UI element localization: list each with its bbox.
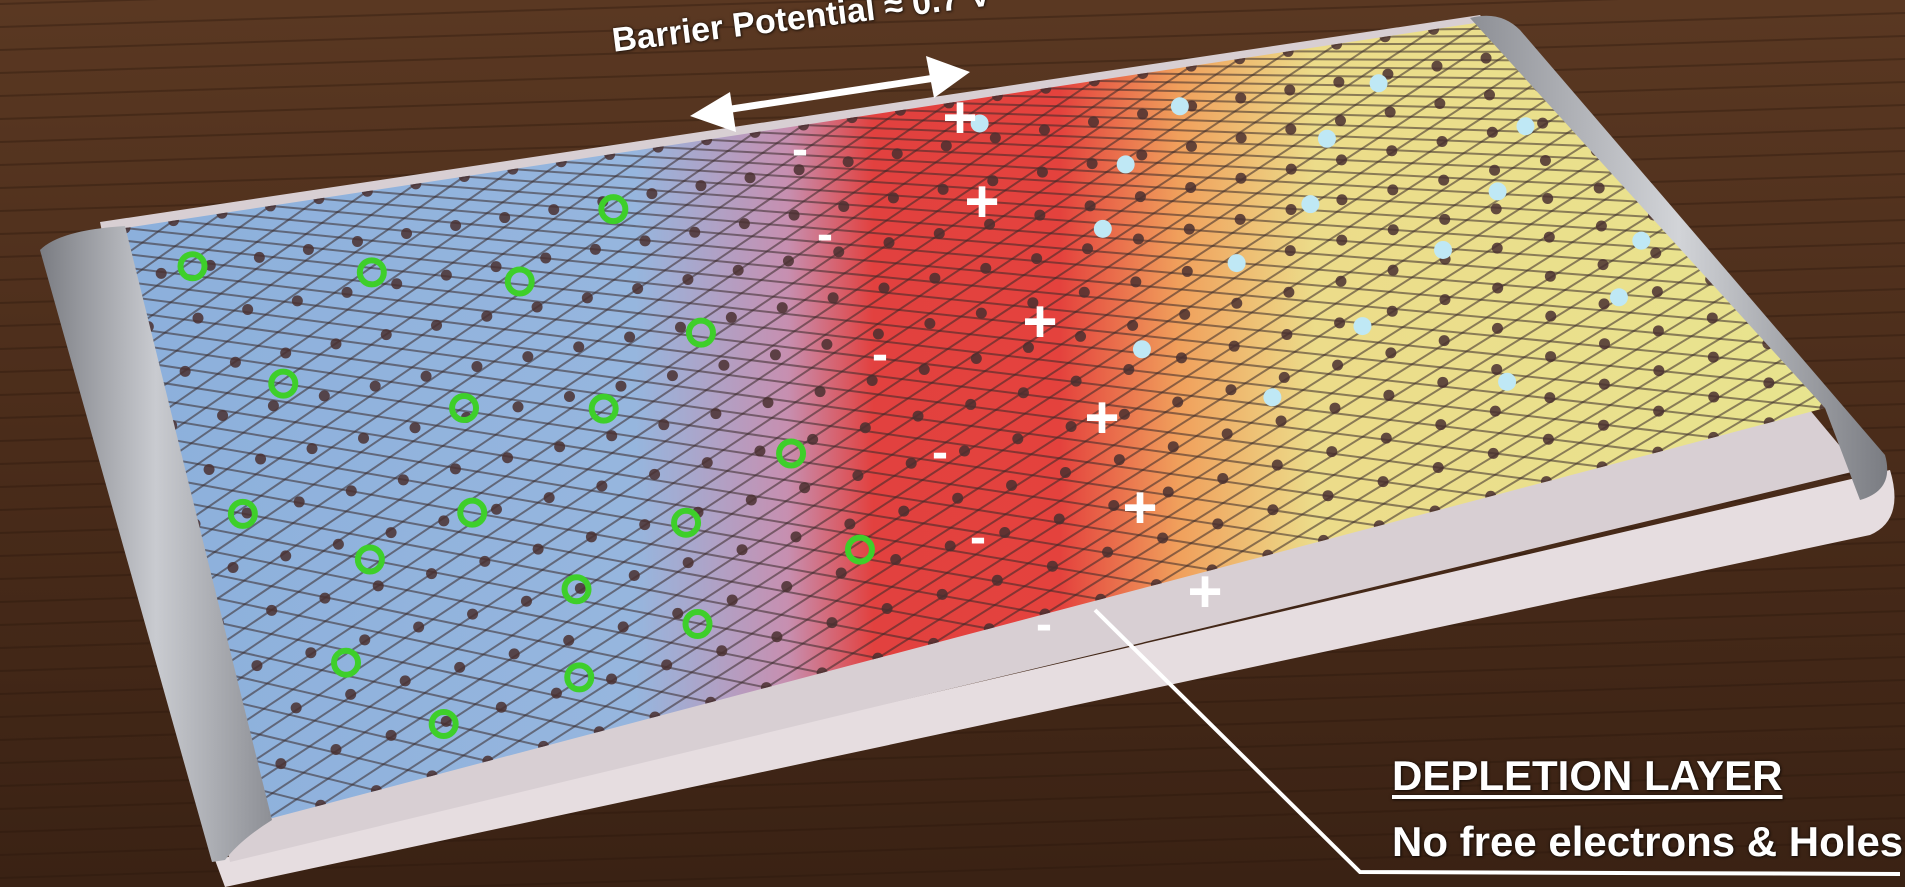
hole-dot-icon [1093, 219, 1112, 238]
electron-ring-icon [356, 257, 387, 288]
plus-icon: + [1084, 384, 1119, 451]
plus-icon: + [1122, 474, 1157, 541]
electron-ring-icon [682, 609, 713, 640]
plus-icon: + [942, 84, 977, 151]
hole-dot-icon [1170, 97, 1189, 116]
electron-ring-icon [177, 251, 208, 282]
electron-ring-icon [564, 662, 595, 693]
minus-icon: - [932, 426, 948, 479]
hole-dot-icon [1132, 340, 1151, 359]
depletion-charges: ------++++++ [792, 84, 1223, 651]
hole-dot-icon [1263, 388, 1282, 407]
hole-dot-icon [1434, 240, 1453, 259]
leader-line-icon [1093, 608, 1901, 876]
hole-dot-icon [1317, 129, 1336, 148]
depletion-layer-subtitle: No free electrons & Holes [1392, 818, 1904, 865]
hole-dot-icon [1301, 195, 1320, 214]
minus-icon: - [1036, 598, 1052, 651]
electron-ring-icon [354, 544, 385, 575]
hole-dot-icon [1369, 74, 1388, 93]
electron-ring-icon [598, 194, 629, 225]
electron-ring-icon [685, 317, 716, 348]
minus-icon: - [792, 123, 808, 176]
electron-ring-icon [449, 393, 480, 424]
tray-frame [215, 470, 1895, 887]
hole-dot-icon [1609, 288, 1628, 307]
plus-icon: + [1022, 288, 1057, 355]
charge-carriers [177, 74, 1651, 739]
minus-icon: - [872, 328, 888, 381]
hole-dot-icon [1516, 117, 1535, 136]
electron-ring-icon [428, 708, 459, 739]
electron-ring-icon [844, 534, 875, 565]
hole-dot-icon [1116, 155, 1135, 174]
hole-dot-icon [1353, 317, 1372, 336]
right-contact-bar [1470, 15, 1888, 500]
electron-ring-icon [227, 498, 258, 529]
minus-icon: - [970, 511, 986, 564]
plus-icon: + [964, 168, 999, 235]
electron-ring-icon [331, 647, 362, 678]
hole-dot-icon [970, 114, 989, 133]
electron-ring-icon [504, 266, 535, 297]
hole-dot-icon [1632, 231, 1651, 250]
electron-ring-icon [588, 393, 619, 424]
minus-icon: - [817, 208, 833, 261]
electron-ring-icon [457, 497, 488, 528]
hole-dot-icon [1498, 372, 1517, 391]
electron-ring-icon [268, 368, 299, 399]
hole-dot-icon [1227, 254, 1246, 273]
hole-dot-icon [1488, 182, 1507, 201]
left-contact-bar [40, 226, 272, 862]
double-arrow-icon [690, 56, 970, 132]
electron-ring-icon [561, 574, 592, 605]
depletion-layer-title: DEPLETION LAYER [1392, 752, 1783, 799]
electron-ring-icon [776, 438, 807, 469]
plus-icon: + [1187, 558, 1222, 625]
electron-ring-icon [671, 507, 702, 538]
